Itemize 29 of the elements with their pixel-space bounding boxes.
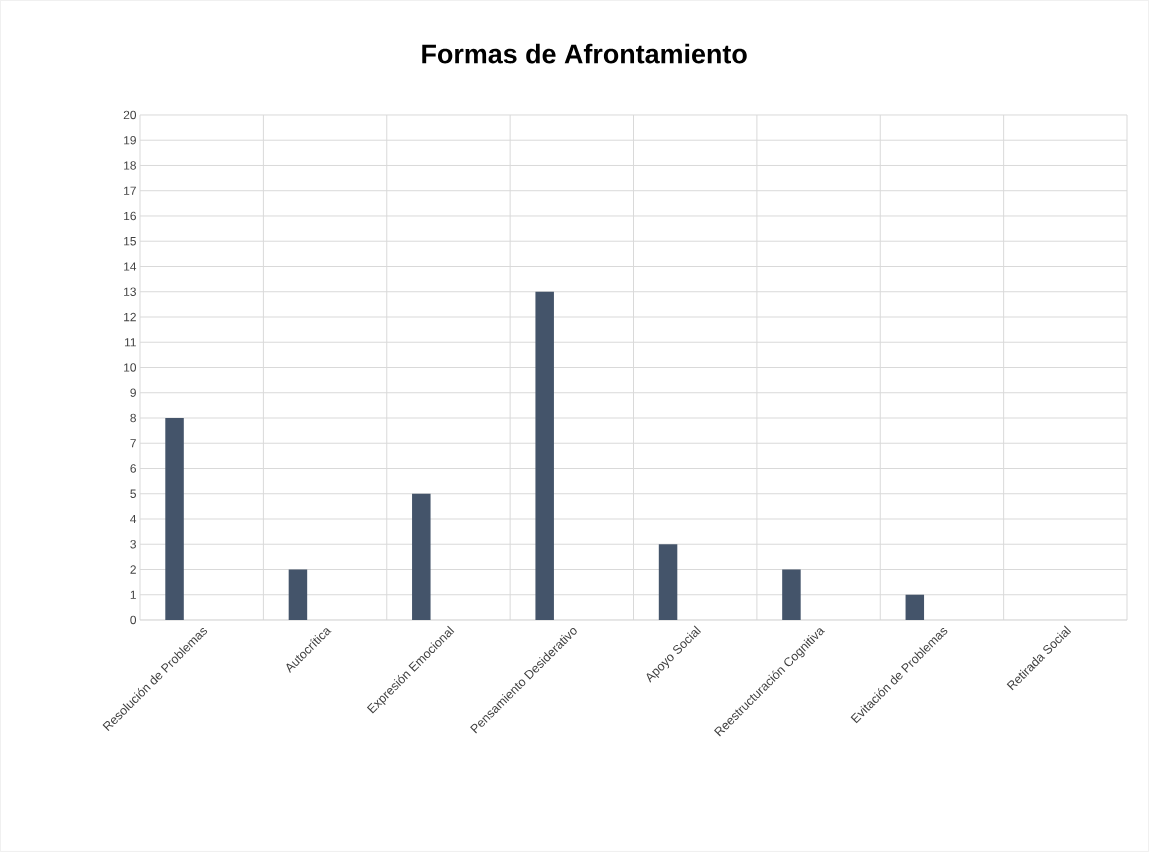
y-tick-label: 7: [130, 439, 136, 448]
y-tick-label: 6: [130, 464, 136, 473]
bar: [288, 569, 308, 620]
y-tick-label: 13: [124, 287, 136, 296]
y-tick-label: 9: [130, 388, 136, 397]
y-tick-label: 4: [130, 514, 137, 524]
y-tick-label: 11: [124, 338, 136, 347]
bar: [412, 493, 431, 620]
bar: [165, 417, 184, 620]
y-tick-label: 18: [124, 161, 136, 170]
bar: [658, 544, 678, 620]
chart-title: Formas de Afrontamiento: [422, 43, 747, 64]
y-tick-label: 1: [130, 590, 136, 599]
y-tick-label: 10: [124, 363, 137, 372]
y-tick-label: 5: [130, 489, 136, 498]
y-tick-label: 16: [124, 211, 136, 221]
bar: [905, 594, 925, 620]
y-tick-label: 15: [124, 237, 136, 246]
y-tick-label: 17: [124, 186, 136, 195]
y-tick-label: 14: [124, 262, 137, 271]
y-tick-label: 8: [130, 413, 136, 423]
y-tick-label: 3: [130, 540, 136, 549]
y-tick-label: 20: [123, 110, 137, 120]
y-tick-label: 0: [130, 615, 137, 625]
bar: [535, 291, 554, 620]
y-tick-label: 19: [124, 136, 136, 145]
bar: [782, 569, 801, 620]
y-tick-label: 2: [130, 565, 136, 574]
y-tick-label: 12: [124, 312, 136, 322]
